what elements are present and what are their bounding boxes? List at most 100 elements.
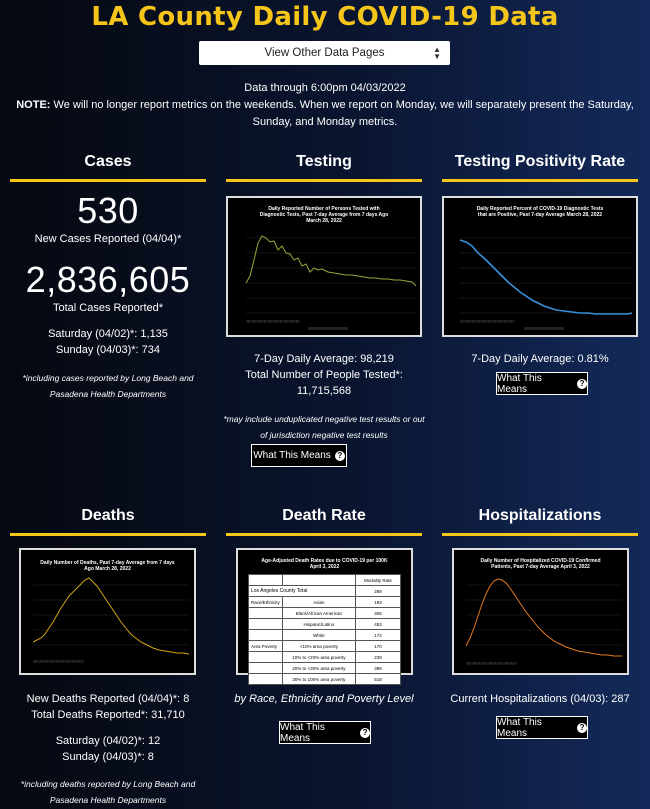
table-row: Race/Ethnicity Asian 193: [248, 596, 401, 608]
svg-text:||||||||||||||||||||||||||||||: ||||||||||||||||||||||||||||||||||||||||…: [466, 661, 517, 665]
positivity-chart-title: Daily Reported Percent of COVID-19 Diagn…: [476, 206, 604, 218]
death-rate-button-label: What This Means: [280, 721, 325, 744]
total-deaths: Total Deaths Reported*: 31,710: [31, 709, 185, 721]
table-row: 10% to <20% area poverty 239: [248, 651, 401, 663]
testing-total-value: 11,715,568: [296, 385, 352, 397]
positivity-series-line: [459, 239, 633, 315]
positivity-x-ticks: ||||||||||||||||||||||||||||||||||||||||…: [460, 319, 515, 323]
table-row: 30% to 100% area poverty 518: [248, 673, 401, 685]
row-label: 30% to 100% area poverty: [281, 673, 357, 685]
note-text: NOTE: We will no longer report metrics o…: [15, 97, 635, 131]
new-deaths: New Deaths Reported (04/04)*: 8: [26, 693, 190, 705]
select-value: View Other Data Pages: [264, 47, 385, 59]
death-rate-table: Mortality Rate Los Angeles County Total 2…: [248, 574, 401, 685]
cases-title: Cases: [84, 153, 132, 170]
hospitalizations-button-label: What This Means: [497, 716, 542, 739]
deaths-sunday: Sunday (04/03)*: 8: [62, 751, 154, 763]
positivity-button-label: What This Means: [497, 372, 542, 395]
question-icon: ?: [360, 727, 370, 738]
testing-chart: Daily Reported Number of Persons Tested …: [226, 196, 422, 337]
table-row-total-label: Los Angeles County Total: [248, 585, 356, 597]
row-value: 398: [355, 662, 401, 674]
note-body: We will no longer report metrics on the …: [50, 99, 634, 128]
table-row: White 174: [248, 629, 401, 641]
table-row: 20% to <30% area poverty 398: [248, 662, 401, 674]
row-label: Asian: [281, 596, 357, 608]
row-label: 20% to <30% area poverty: [281, 662, 357, 674]
data-pages-select[interactable]: View Other Data Pages ▲ ▼: [199, 41, 450, 65]
row-label: 10% to <20% area poverty: [281, 651, 357, 663]
current-hospitalizations: Current Hospitalizations (04/03): 287: [450, 693, 630, 705]
positivity-chart: Daily Reported Percent of COVID-19 Diagn…: [442, 196, 638, 337]
positivity-underline: [442, 179, 638, 182]
death-rate-what-this-means-button[interactable]: What This Means?: [279, 721, 371, 744]
deaths-title: Deaths: [81, 507, 135, 524]
testing-total-label: Total Number of People Tested*:: [245, 369, 403, 381]
row-value: 518: [355, 673, 401, 685]
death-rate-caption: by Race, Ethnicity and Poverty Level: [234, 693, 414, 705]
deaths-chart-title: Daily Number of Deaths, Past 7-day Avera…: [40, 560, 175, 572]
hospitalizations-chart: Daily Number of Hospitalized COVID-19 Co…: [452, 548, 629, 675]
row-label: White: [281, 629, 357, 641]
testing-legend: [308, 327, 348, 330]
deaths-underline: [10, 533, 206, 536]
svg-text:||||||||||||||||||||||||||||||: ||||||||||||||||||||||||||||||||||||||||…: [246, 319, 300, 323]
testing-what-this-means-button[interactable]: What This Means?: [251, 444, 347, 467]
row-label: Black/African American: [281, 607, 357, 619]
question-icon: ?: [577, 722, 587, 733]
hospitalizations-title: Hospitalizations: [478, 507, 602, 524]
death-rate-table-image: Age-Adjusted Death Rates due to COVID-19…: [236, 548, 413, 685]
data-through-text: Data through 6:00pm 04/03/2022: [244, 82, 406, 94]
cases-underline: [10, 179, 206, 182]
row-value: 193: [355, 596, 401, 608]
row-value: 170: [355, 640, 401, 652]
death-rate-table-title: Age-Adjusted Death Rates due to COVID-19…: [261, 558, 388, 570]
new-cases-value: 530: [77, 190, 139, 231]
row-value: 174: [355, 629, 401, 641]
positivity-legend: [524, 327, 564, 330]
total-cases-value: 2,836,605: [25, 259, 191, 300]
hospitalizations-what-this-means-button[interactable]: What This Means?: [496, 716, 588, 739]
row-label: <10% area poverty: [281, 640, 357, 652]
question-icon: ?: [334, 450, 345, 461]
hospitalizations-underline: [442, 533, 638, 536]
table-row: Black/African American 305: [248, 607, 401, 619]
positivity-title: Testing Positivity Rate: [454, 153, 626, 170]
page-title: LA County Daily COVID-19 Data: [91, 2, 559, 32]
deaths-saturday: Saturday (04/02)*: 12: [55, 735, 161, 747]
group-race-label: Race/Ethnicity: [248, 596, 283, 608]
death-rate-underline: [226, 533, 422, 536]
svg-text:||||||||||||||||||||||||||||||: ||||||||||||||||||||||||||||||||||||||||…: [460, 319, 515, 323]
deaths-series-line: [32, 577, 190, 655]
hospitalizations-x-ticks: ||||||||||||||||||||||||||||||||||||||||…: [466, 661, 517, 665]
positivity-average: 7-Day Daily Average: 0.81%: [471, 353, 609, 365]
deaths-footnote: *including deaths reported by Long Beach…: [20, 779, 196, 805]
deaths-x-ticks: ||||||||||||||||||||||||||||||||||||||||…: [33, 659, 84, 663]
testing-x-ticks: ||||||||||||||||||||||||||||||||||||||||…: [246, 319, 300, 323]
death-rate-title: Death Rate: [282, 507, 366, 524]
table-row: Hispanic/Latino 453: [248, 618, 401, 630]
note-label: NOTE:: [16, 99, 51, 111]
cases-saturday: Saturday (04/02)*: 1,135: [48, 328, 168, 340]
row-value: 239: [355, 651, 401, 663]
testing-button-label: What This Means: [253, 450, 331, 461]
testing-title: Testing: [296, 153, 352, 170]
table-row: Area Poverty <10% area poverty 170: [248, 640, 401, 652]
testing-chart-title: Daily Reported Number of Persons Tested …: [259, 206, 389, 224]
hospitalizations-chart-title: Daily Number of Hospitalized COVID-19 Co…: [480, 558, 601, 570]
hospitalizations-series-line: [465, 578, 622, 657]
total-cases-label: Total Cases Reported*: [52, 302, 164, 314]
testing-underline: [226, 179, 422, 182]
testing-average: 7-Day Daily Average: 98,219: [254, 353, 394, 365]
cases-footnote: *including cases reported by Long Beach …: [22, 373, 194, 399]
question-icon: ?: [577, 378, 587, 389]
deaths-chart: Daily Number of Deaths, Past 7-day Avera…: [19, 548, 196, 675]
select-arrows-icon: ▲ ▼: [433, 45, 441, 61]
new-cases-label: New Cases Reported (04/04)*: [34, 233, 182, 245]
cases-sunday: Sunday (04/03)*: 734: [56, 344, 160, 356]
testing-series-line: [245, 235, 417, 287]
table-row-total-value: 289: [355, 585, 401, 597]
row-value: 453: [355, 618, 401, 630]
table-header-mortality: Mortality Rate: [355, 574, 401, 586]
positivity-what-this-means-button[interactable]: What This Means?: [496, 372, 588, 395]
